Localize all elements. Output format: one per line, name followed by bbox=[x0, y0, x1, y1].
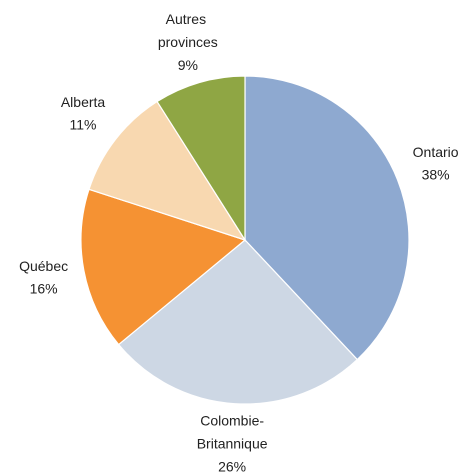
slice-value-label: 26% bbox=[218, 458, 246, 473]
pie-slice bbox=[156, 75, 246, 243]
slice-label: Québec bbox=[19, 258, 68, 274]
pie-slice bbox=[88, 100, 247, 242]
slice-value-label: 11% bbox=[70, 117, 97, 133]
slice-label: Autres provinces bbox=[158, 11, 218, 50]
slice-value-label: 9% bbox=[178, 57, 198, 73]
pie-slice bbox=[117, 239, 359, 405]
pie-slice bbox=[80, 188, 247, 346]
slice-label: Ontario bbox=[413, 144, 459, 160]
slice-label: Colombie-Britannique bbox=[197, 412, 268, 451]
slice-value-label: 38% bbox=[422, 167, 450, 183]
slice-label: Alberta bbox=[61, 94, 106, 110]
slice-value-label: 16% bbox=[30, 281, 58, 297]
pie-slice bbox=[244, 75, 410, 361]
